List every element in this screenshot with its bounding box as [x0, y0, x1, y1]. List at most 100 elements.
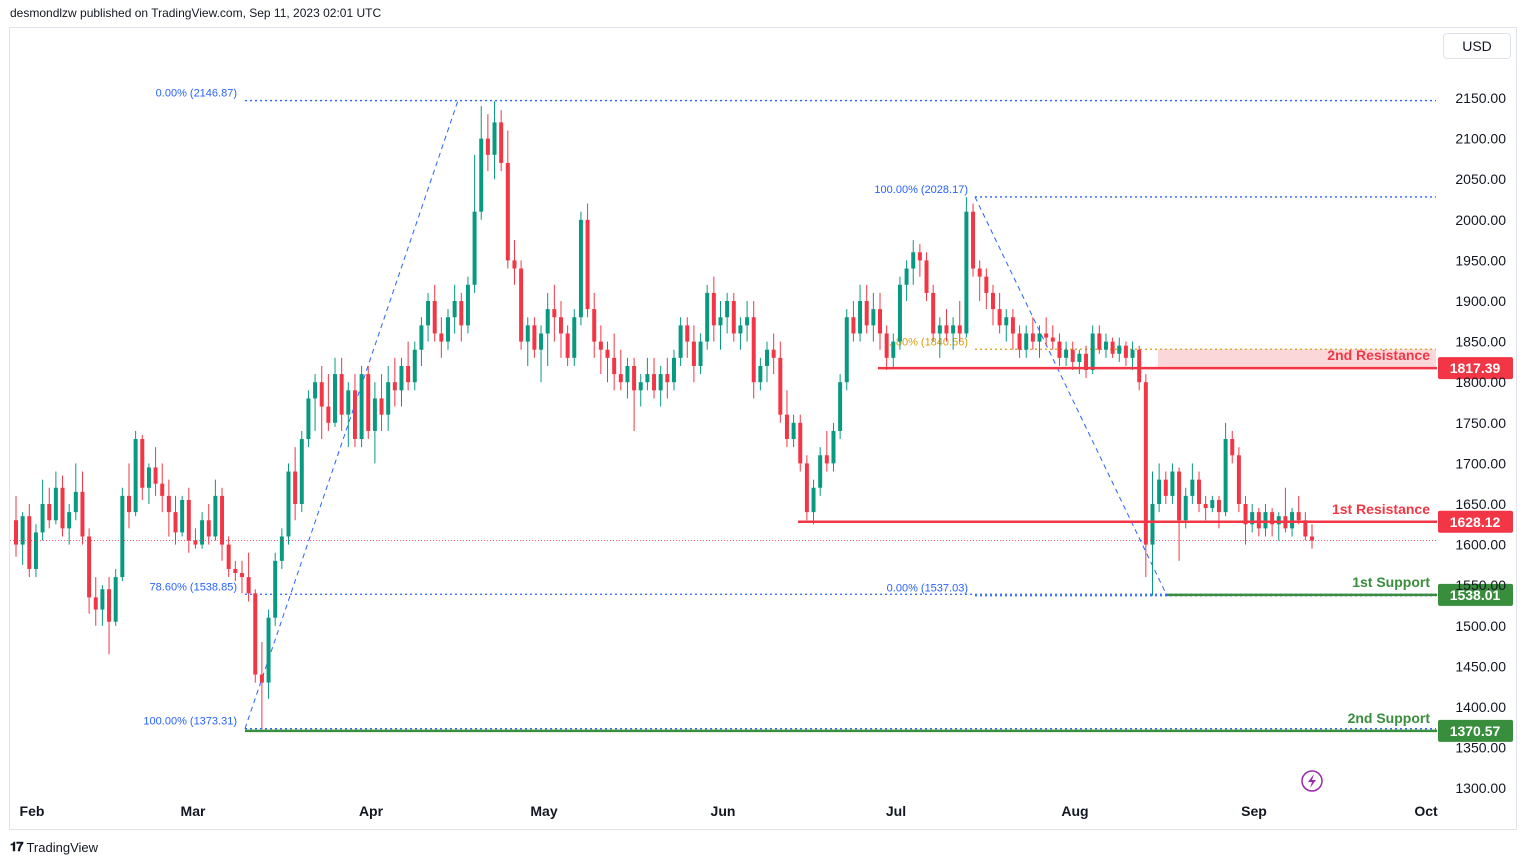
candle-body — [951, 325, 956, 334]
candle — [120, 487, 125, 582]
candle-body — [1044, 333, 1049, 338]
candle-body — [791, 422, 796, 440]
candle-body — [804, 463, 809, 513]
candle-body — [67, 512, 72, 529]
candle — [532, 317, 537, 358]
candle-body — [937, 325, 942, 334]
candle — [406, 341, 411, 391]
candle-body — [27, 516, 32, 569]
candle-body — [725, 301, 730, 318]
candle — [153, 447, 158, 496]
candle-body — [333, 374, 338, 423]
candle — [1017, 325, 1022, 358]
candle-body — [213, 495, 218, 537]
candle — [758, 357, 763, 391]
candle — [705, 284, 710, 350]
x-axis[interactable]: Feb Mar Apr May Jun Jul Aug Sep Oct — [20, 803, 1438, 819]
candle-body — [87, 536, 92, 598]
candle-body — [957, 325, 962, 334]
candle — [319, 365, 324, 440]
candle-body — [472, 211, 477, 285]
y-tick-label: 1900.00 — [1455, 293, 1506, 309]
candle — [771, 333, 776, 375]
candle-body — [146, 467, 151, 488]
fib-label: 0.00% (1537.03) — [887, 583, 968, 595]
candle — [166, 479, 171, 537]
x-tick-label: Aug — [1061, 803, 1088, 819]
y-axis[interactable]: 2150.00 2100.00 2050.00 2000.00 1950.00 1900.… — [1455, 90, 1506, 796]
candle — [971, 203, 976, 277]
candle — [944, 309, 949, 342]
candle-body — [1004, 317, 1009, 326]
candle — [485, 114, 490, 172]
candle — [784, 390, 789, 448]
candle — [1057, 333, 1062, 366]
candle — [126, 463, 131, 529]
candle-body — [299, 439, 304, 504]
candle-body — [1057, 341, 1062, 358]
candle — [193, 528, 198, 549]
candle — [585, 203, 590, 318]
candle-body — [1064, 349, 1069, 358]
chart-decorations — [10, 540, 1436, 792]
y-tick-label: 1650.00 — [1455, 496, 1506, 512]
candle — [472, 154, 477, 293]
candle — [552, 284, 557, 342]
candle-body — [1130, 349, 1135, 358]
candle-body — [372, 398, 377, 431]
candle-body — [505, 162, 510, 261]
candle — [798, 414, 803, 472]
candle — [625, 357, 630, 399]
candle-body — [47, 504, 52, 521]
candle-body — [665, 374, 670, 383]
candle-body — [1177, 471, 1182, 521]
candle-body — [784, 414, 789, 440]
candle-body — [632, 365, 637, 391]
y-tick-label: 2000.00 — [1455, 212, 1506, 228]
candle-body — [392, 382, 397, 391]
candle — [658, 365, 663, 407]
candle-body — [618, 374, 623, 383]
candle-body — [844, 317, 849, 383]
candle — [1010, 309, 1015, 350]
candle — [558, 301, 563, 358]
candle-body — [439, 333, 444, 342]
candle — [20, 512, 25, 565]
candle-body — [831, 430, 836, 464]
candle-body — [1097, 333, 1102, 350]
candle-body — [671, 357, 676, 383]
candle-body — [858, 301, 863, 334]
candle — [299, 430, 304, 513]
candle — [678, 317, 683, 366]
y-tick-label: 1500.00 — [1455, 618, 1506, 634]
candle-body — [691, 341, 696, 366]
candle — [545, 292, 550, 366]
candle-body — [379, 398, 384, 415]
candle — [226, 536, 231, 578]
candle-body — [492, 122, 497, 155]
lightning-icon — [1301, 770, 1323, 792]
candle-body — [465, 284, 470, 326]
currency-button[interactable]: USD — [1443, 33, 1511, 59]
candle — [259, 642, 264, 729]
candle — [765, 341, 770, 383]
candle — [60, 475, 65, 537]
candle — [858, 284, 863, 342]
candle-body — [612, 357, 617, 375]
candle — [718, 301, 723, 350]
candle-body — [186, 499, 191, 541]
candles[interactable] — [14, 101, 1314, 729]
level-label: 1st Support — [1352, 574, 1430, 590]
candle — [671, 349, 676, 391]
candle-body — [598, 341, 603, 350]
candle — [1070, 341, 1075, 371]
level-label: 2nd Support — [1348, 710, 1431, 726]
tradingview-logo-icon: 𝟏𝟕 — [10, 839, 24, 854]
lightning-icon-circle — [1301, 770, 1323, 792]
candle — [977, 260, 982, 301]
candle-body — [512, 260, 517, 269]
candle-body — [1210, 499, 1215, 509]
candle-body — [40, 504, 45, 533]
candle-body — [519, 268, 524, 342]
